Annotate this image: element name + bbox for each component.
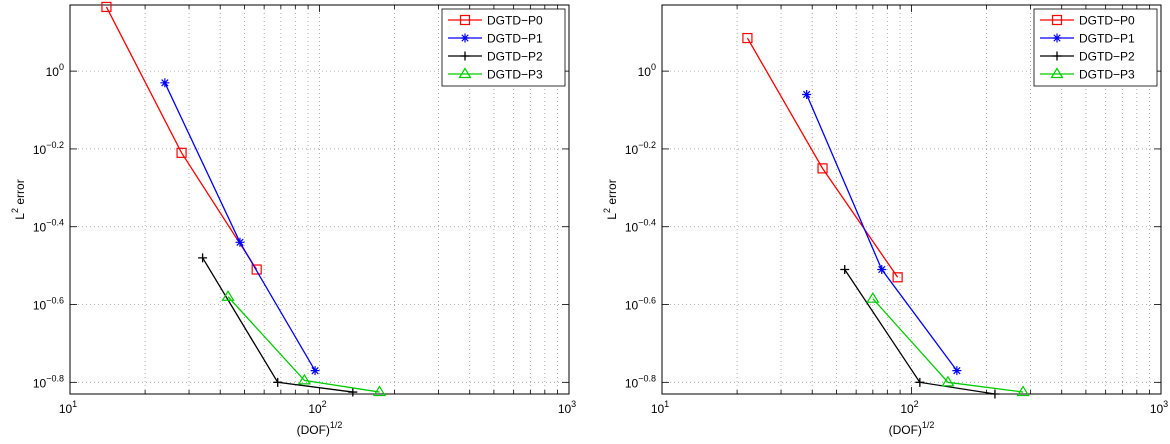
legend-label: DGTD−P3 [487,68,543,82]
data-point [297,373,311,385]
x-tick-label: 101 [651,399,669,416]
data-point [952,366,962,376]
legend-item-dgtd-p2: DGTD−P2 [448,50,543,64]
data-point [892,272,903,283]
legend-marker [1052,33,1062,43]
data-point [990,389,1000,399]
legend-marker [460,51,470,61]
y-tick-label: 10−0.4 [33,218,64,235]
y-tick-label: 10−0.8 [625,373,656,390]
legend: DGTD−P0 DGTD−P1 DGTD−P2 DGTD−P3 [441,8,566,87]
data-point [273,377,283,387]
legend-label: DGTD−P1 [1079,32,1135,46]
series-dgtd-p2 [840,265,1000,399]
legend-item-dgtd-p1: DGTD−P1 [448,32,543,46]
series-dgtd-p1 [802,89,962,376]
x-axis-label: (DOF)1/2 [889,420,935,437]
series-dgtd-p2 [198,253,358,397]
legend: DGTD−P0 DGTD−P1 DGTD−P2 DGTD−P3 [1033,8,1158,87]
y-axis-label: L2 error [602,179,619,219]
y-tick-label: 10−0.6 [33,296,64,313]
legend-marker [460,33,470,43]
legend-marker [1050,67,1064,79]
axes-box [69,4,570,395]
data-point [840,265,850,275]
data-point [198,253,208,263]
data-point [941,375,955,387]
series-dgtd-p1 [160,78,320,376]
y-tick-label: 10−0.8 [33,373,64,390]
data-point [160,78,170,88]
legend-label: DGTD−P2 [487,50,543,64]
data-point [372,385,387,397]
series-dgtd-p3 [866,292,1030,397]
y-tick-label: 10−0.2 [625,140,656,157]
data-point [221,290,235,301]
legend-item-dgtd-p1: DGTD−P1 [1040,32,1135,46]
chart-panel-2: 101 102 103 100 10−0.2 10−0.4 10−0.6 10−0.8 (DOF… [602,4,1168,437]
y-tick-label: 100 [46,62,64,79]
data-point [802,89,812,99]
legend-item-dgtd-p0: DGTD−P0 [1040,14,1135,28]
x-tick-label: 103 [1150,399,1168,416]
series-line [227,296,380,393]
y-tick-label: 10−0.6 [625,296,656,313]
x-tick-label: 102 [308,399,326,416]
data-point [877,265,887,275]
legend-label: DGTD−P3 [1079,68,1135,82]
legend-label: DGTD−P0 [487,14,543,28]
x-tick-label: 101 [59,399,77,416]
data-point [742,32,753,44]
data-point [348,387,358,397]
legend-item-dgtd-p3: DGTD−P3 [1040,67,1135,82]
y-tick-label: 10−0.4 [625,218,656,235]
series-dgtd-p3 [221,290,387,397]
legend-marker [1051,14,1063,26]
series-dgtd-p0 [101,1,262,275]
data-point [251,264,262,275]
data-point [176,147,187,158]
chart-panel-1: 101 102 103 100 10−0.2 10−0.4 10−0.6 10−0.8 (DOF… [10,1,576,437]
legend-item-dgtd-p2: DGTD−P2 [1040,50,1135,64]
data-point [866,292,880,303]
legend-marker [1052,51,1062,61]
data-point [310,366,320,376]
data-point [915,377,925,387]
tick-marks [69,5,569,394]
axes-box [661,4,1162,395]
data-point [235,237,245,247]
legend-label: DGTD−P2 [1079,50,1135,64]
legend-marker [458,67,472,79]
series-line [746,37,899,278]
legend-item-dgtd-p3: DGTD−P3 [448,67,543,82]
y-tick-label: 100 [638,62,656,79]
data-point [101,1,112,13]
x-tick-label: 103 [558,399,576,416]
series-line [872,298,1024,393]
legend-label: DGTD−P0 [1079,14,1135,28]
data-point [817,163,828,174]
x-axis-label: (DOF)1/2 [297,420,343,437]
series-dgtd-p0 [742,32,903,283]
legend-marker [459,14,471,26]
legend-item-dgtd-p0: DGTD−P0 [448,14,543,28]
data-point [1016,385,1030,397]
x-tick-label: 102 [900,399,918,416]
y-tick-label: 10−0.2 [33,140,64,157]
y-axis-label: L2 error [10,179,27,219]
legend-label: DGTD−P1 [487,32,543,46]
series-line [105,6,258,270]
